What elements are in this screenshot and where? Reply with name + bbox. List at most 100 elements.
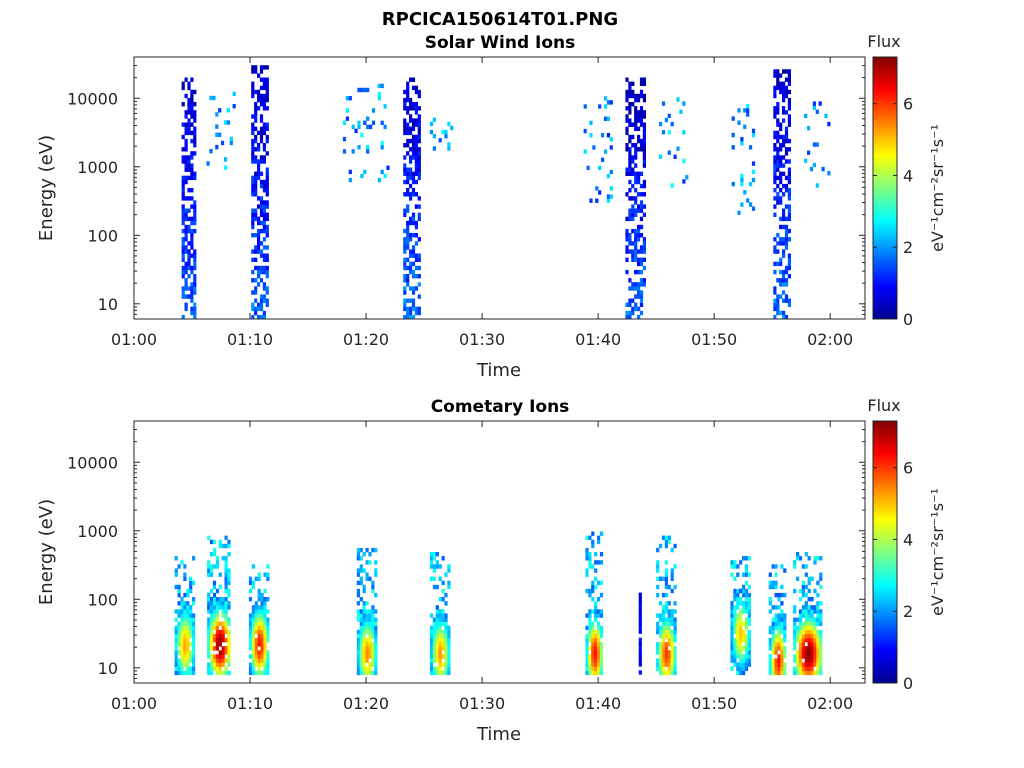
spectrogram-cell [184, 167, 188, 172]
spectrogram-cell [193, 261, 197, 267]
spectrogram-cell [656, 613, 660, 618]
spectrogram-cell [639, 110, 644, 115]
spectrogram-cell [659, 658, 663, 663]
spectrogram-cell [262, 65, 266, 70]
spectrogram-cell [631, 155, 635, 160]
spectrogram-cell [435, 658, 439, 663]
spectrogram-cell [777, 670, 781, 676]
spectrogram-cell [773, 167, 777, 172]
spectrogram-cell [362, 621, 366, 626]
spectrogram-cell [262, 102, 266, 107]
spectrogram-cell [183, 592, 187, 598]
spectrogram-cell [257, 204, 261, 209]
spectrogram-cell [779, 126, 783, 131]
spectrogram-cell [374, 662, 378, 667]
spectrogram-cell [796, 650, 800, 655]
spectrogram-cell [207, 642, 211, 647]
spectrogram-cell [736, 597, 740, 602]
spectrogram-cell [409, 310, 413, 316]
spectrogram-cell [787, 69, 791, 74]
spectrogram-cell [227, 601, 231, 606]
spectrogram-cell [432, 556, 436, 561]
spectrogram-cell [583, 149, 587, 154]
spectrogram-cell [739, 597, 743, 602]
spectrogram-cell [744, 633, 749, 639]
spectrogram-cell [257, 642, 261, 647]
spectrogram-cell [588, 564, 592, 569]
spectrogram-cell [736, 629, 740, 635]
spectrogram-cell [776, 294, 780, 299]
spectrogram-cell [804, 654, 808, 659]
spectrogram-cell [259, 159, 264, 164]
spectrogram-cell [812, 162, 816, 168]
spectrogram-cell [447, 564, 451, 569]
spectrogram-cell [210, 597, 214, 602]
spectrogram-cell [637, 269, 641, 275]
spectrogram-cell [190, 241, 194, 246]
spectrogram-cell [265, 151, 269, 156]
spectrogram-cell [177, 658, 181, 663]
spectrogram-cell [638, 613, 642, 618]
spectrogram-cell [634, 237, 638, 242]
spectrogram-cell [444, 666, 448, 671]
spectrogram-cell [661, 633, 666, 639]
spectrogram-cell [187, 126, 191, 131]
spectrogram-cell [406, 122, 410, 127]
spectrogram-cell [262, 245, 266, 250]
spectrogram-cell [594, 638, 598, 643]
spectrogram-cell [190, 110, 194, 115]
spectrogram-cell [730, 638, 734, 643]
spectrogram-cell [773, 89, 777, 95]
spectrogram-cell [787, 228, 791, 234]
spectrogram-cell [659, 543, 663, 549]
spectrogram-cell [184, 163, 188, 168]
spectrogram-cell [804, 609, 808, 614]
spectrogram-cell [804, 601, 808, 606]
spectrogram-cell [661, 654, 666, 659]
spectrogram-cell [183, 654, 187, 659]
spectrogram-cell [189, 633, 193, 639]
spectrogram-cell [773, 175, 777, 181]
spectrogram-cell [180, 646, 184, 651]
spectrogram-cell [190, 290, 194, 295]
spectrogram-cell [747, 605, 751, 610]
spectrogram-cell [254, 310, 258, 316]
spectrogram-cell [739, 633, 743, 639]
spectrogram-cell [193, 216, 197, 222]
spectrogram-cell [190, 151, 194, 156]
spectrogram-cell [816, 638, 820, 643]
spectrogram-cell [218, 621, 222, 626]
spectrogram-cell [639, 310, 644, 316]
spectrogram-cell [356, 633, 360, 639]
spectrogram-cell [177, 588, 181, 594]
spectrogram-cell [744, 646, 749, 651]
spectrogram-cell [598, 190, 602, 195]
spectrogram-cell [414, 134, 418, 140]
spectrogram-cell [783, 646, 787, 651]
spectrogram-cell [359, 629, 363, 635]
spectrogram-cell [417, 118, 421, 123]
spectrogram-cell [359, 621, 363, 626]
spectrogram-cell [265, 106, 269, 111]
spectrogram-cell [599, 658, 604, 663]
spectrogram-cell [742, 638, 746, 643]
spectrogram-cell [435, 638, 439, 643]
spectrogram-cell [784, 89, 789, 95]
spectrogram-cell [263, 633, 267, 639]
spectrogram-cell [254, 257, 258, 262]
spectrogram-cell [667, 633, 671, 639]
spectrogram-cell [254, 89, 258, 95]
spectrogram-cell [432, 642, 436, 647]
spectrogram-cell [793, 646, 797, 651]
spectrogram-cell [639, 249, 644, 254]
spectrogram-cell [773, 290, 777, 295]
spectrogram-cell [409, 126, 413, 131]
spectrogram-cell [438, 638, 442, 643]
spectrogram-cell [743, 190, 747, 195]
spectrogram-cell [801, 646, 805, 651]
spectrogram-cell [184, 245, 188, 250]
spectrogram-cell [591, 646, 595, 651]
spectrogram-cell [625, 302, 629, 307]
spectrogram-cell [193, 265, 197, 271]
spectrogram-cell [779, 122, 783, 127]
